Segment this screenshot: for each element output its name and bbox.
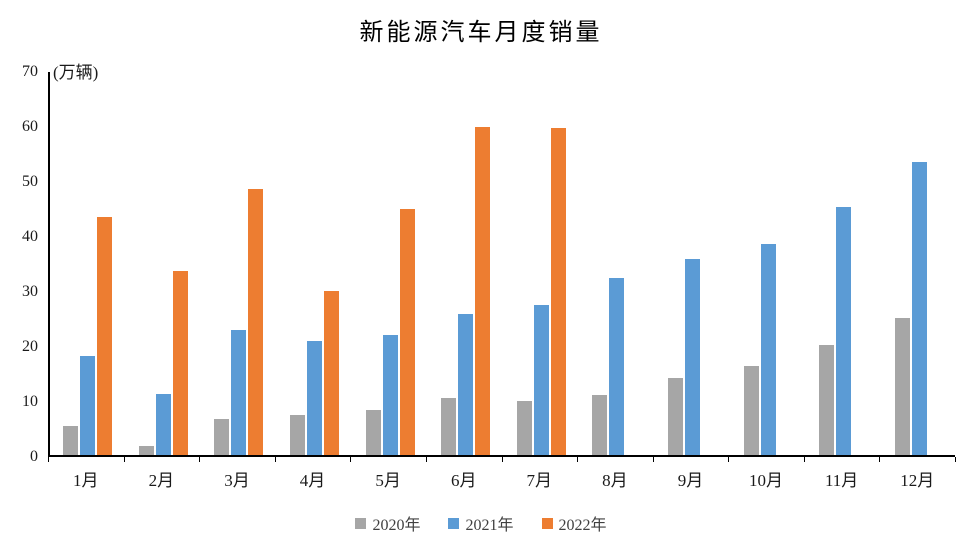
x-axis-tick bbox=[652, 457, 654, 462]
x-axis-tick bbox=[199, 457, 201, 462]
bar-2021年-3月 bbox=[231, 330, 247, 455]
bar-2021年-5月 bbox=[382, 335, 398, 455]
y-axis-tick-label: 40 bbox=[22, 228, 38, 245]
x-axis-tick bbox=[728, 457, 730, 462]
y-axis-tick-label: 30 bbox=[22, 283, 38, 300]
bar-2020年-7月 bbox=[516, 401, 532, 455]
x-axis-month-label: 8月 bbox=[602, 471, 628, 490]
bar-2021年-1月 bbox=[80, 356, 96, 455]
bar-2021年-8月 bbox=[609, 278, 625, 455]
x-axis-month-label: 6月 bbox=[450, 471, 477, 490]
bar-2020年-10月 bbox=[743, 366, 759, 455]
bar-2022年-3月 bbox=[248, 189, 264, 455]
x-axis-tick bbox=[501, 457, 503, 462]
bar-2020年-5月 bbox=[365, 410, 381, 455]
bar-2020年-11月 bbox=[819, 345, 835, 455]
bar-2022年-6月 bbox=[475, 127, 491, 455]
bar-2022年-4月 bbox=[324, 291, 340, 455]
y-axis-tick-label: 20 bbox=[22, 338, 38, 355]
y-axis-unit-label: (万辆) bbox=[53, 63, 99, 82]
bar-2020年-4月 bbox=[290, 415, 306, 455]
legend-label: 2020年 bbox=[372, 517, 421, 534]
bar-2020年-3月 bbox=[214, 419, 230, 455]
x-axis-month-label: 2月 bbox=[148, 471, 175, 490]
x-axis-month-label: 10月 bbox=[749, 471, 784, 490]
x-axis-tick bbox=[955, 457, 956, 462]
x-axis-tick bbox=[350, 457, 352, 462]
bars-layer bbox=[50, 72, 955, 455]
x-axis-month-label: 1月 bbox=[73, 471, 99, 490]
x-axis-month-label: 3月 bbox=[224, 471, 250, 490]
y-axis-tick-label: 70 bbox=[22, 63, 38, 80]
bar-2021年-11月 bbox=[836, 207, 852, 455]
bar-2021年-9月 bbox=[684, 259, 700, 455]
y-axis-tick-label: 60 bbox=[22, 118, 38, 135]
bar-2020年-12月 bbox=[894, 318, 910, 455]
bar-2020年-2月 bbox=[138, 446, 154, 455]
bar-2020年-6月 bbox=[441, 398, 457, 455]
bar-2022年-5月 bbox=[399, 209, 415, 455]
x-axis-month-label: 11月 bbox=[824, 471, 859, 490]
y-axis-tick-label: 0 bbox=[30, 448, 38, 465]
x-axis-month-label: 12月 bbox=[900, 471, 935, 490]
x-axis-tick bbox=[879, 457, 881, 462]
chart-title: 新能源汽车月度销量 bbox=[359, 20, 603, 46]
x-axis-tick bbox=[803, 457, 805, 462]
bar-2021年-4月 bbox=[307, 341, 323, 455]
legend-item-2021年: 2021年 bbox=[448, 511, 514, 535]
bar-2020年-1月 bbox=[63, 426, 79, 455]
bar-2020年-9月 bbox=[667, 378, 683, 455]
x-axis-month-label: 4月 bbox=[299, 471, 326, 490]
legend: 2020年 2021年 2022年 bbox=[0, 511, 962, 535]
legend-swatch-2022年 bbox=[541, 517, 553, 529]
bar-2022年-2月 bbox=[172, 271, 188, 455]
y-axis-tick-label: 10 bbox=[22, 393, 38, 410]
legend-label: 2021年 bbox=[465, 517, 514, 534]
bar-2020年-8月 bbox=[592, 395, 608, 455]
y-axis-tick-label: 50 bbox=[22, 173, 38, 190]
bar-2022年-1月 bbox=[97, 217, 113, 455]
legend-swatch-2020年 bbox=[355, 517, 367, 529]
legend-swatch-2021年 bbox=[448, 517, 460, 529]
plot-area bbox=[48, 72, 955, 457]
legend-label: 2022年 bbox=[558, 517, 607, 534]
x-axis-month-label: 9月 bbox=[677, 471, 704, 490]
x-axis-tick bbox=[123, 457, 125, 462]
x-axis-tick bbox=[274, 457, 276, 462]
bar-2021年-12月 bbox=[911, 162, 927, 455]
bar-2021年-2月 bbox=[155, 394, 171, 455]
legend-item-2022年: 2022年 bbox=[541, 511, 607, 535]
x-axis-tick bbox=[48, 457, 49, 462]
bar-2022年-7月 bbox=[550, 128, 566, 455]
x-axis-tick bbox=[577, 457, 579, 462]
legend-item-2020年: 2020年 bbox=[355, 511, 420, 535]
x-axis-month-label: 5月 bbox=[375, 471, 401, 490]
x-axis-month-label: 7月 bbox=[526, 471, 553, 490]
bar-2021年-7月 bbox=[533, 305, 549, 455]
x-axis-tick bbox=[425, 457, 427, 462]
bar-2021年-10月 bbox=[760, 244, 776, 455]
bar-2021年-6月 bbox=[458, 314, 474, 455]
